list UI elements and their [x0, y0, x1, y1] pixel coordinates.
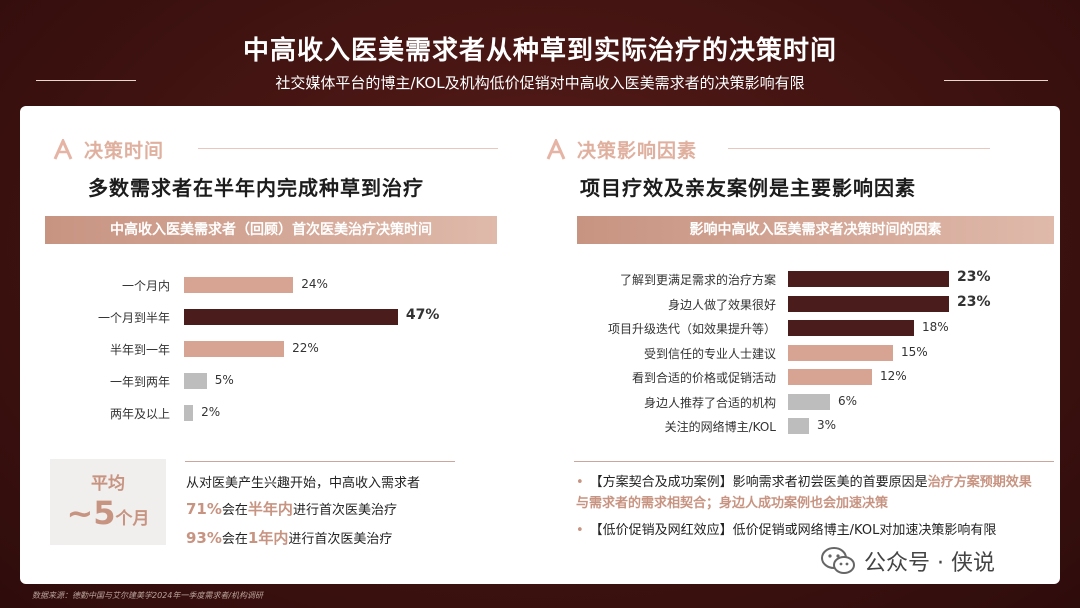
bullets-rule	[574, 461, 1054, 462]
a-logo-icon	[546, 138, 566, 160]
left-section-label: 决策时间	[84, 140, 165, 162]
bar-category-label: 了解到更满足需求的治疗方案	[619, 273, 776, 287]
bar	[788, 271, 949, 287]
watermark-text: 公众号 · 侠说	[864, 551, 995, 576]
right-section-rule	[728, 148, 990, 149]
bar	[184, 341, 285, 357]
bar	[788, 295, 949, 312]
bar-value-label: 18%	[922, 320, 949, 334]
left-section-header: 决策时间	[52, 136, 164, 163]
bar-value-label: 5%	[214, 373, 234, 387]
bar-category-label: 身边人推荐了合适的机构	[643, 395, 776, 410]
bar-value-label: 23%	[957, 269, 991, 285]
right-headline: 项目疗效及亲友案例是主要影响因素	[580, 176, 916, 200]
note-line-3: 93%会在1年内进行首次医美治疗	[186, 529, 393, 547]
bar-category-label: 一个月内	[121, 279, 170, 293]
bar-value-label: 2%	[201, 405, 221, 419]
bar	[788, 393, 830, 410]
bar-value-label: 15%	[901, 344, 928, 359]
bar	[184, 277, 294, 293]
bar-value-label: 3%	[817, 418, 837, 432]
note-pct-71: 71%	[186, 500, 222, 518]
left-headline: 多数需求者在半年内完成种草到治疗	[88, 176, 424, 200]
a-logo-icon	[53, 138, 73, 160]
bar-value-label: 22%	[292, 341, 319, 355]
bar-category-label: 关注的网络博主/KOL	[664, 420, 776, 434]
note-hl-one-year: 1年内	[247, 529, 289, 547]
bullet-dot: •	[576, 523, 584, 538]
right-section-label: 决策影响因素	[577, 140, 698, 162]
bar-value-label: 47%	[405, 307, 440, 323]
notes-rule	[185, 461, 455, 462]
page-subtitle: 社交媒体平台的博主/KOL及机构低价促销对中高收入医美需求者的决策影响有限	[275, 74, 805, 92]
bar-value-label: 6%	[838, 393, 858, 408]
bar-category-label: 项目升级迭代（如效果提升等）	[607, 322, 776, 336]
bullet-dot: •	[576, 475, 584, 490]
bar-value-label: 24%	[301, 277, 328, 291]
bullet-1: • 【方案契合及成功案例】影响需求者初尝医美的首要原因是治疗方案预期效果与需求者的…	[576, 475, 1032, 511]
bar-value-label: 12%	[880, 369, 907, 383]
bar	[184, 405, 194, 421]
header-rule-right	[944, 80, 1048, 81]
bar-category-label: 一个月到半年	[97, 311, 170, 325]
bullet-2: • 【低价促销及网红效应】低价促销或网络博主/KOL对加速决策影响有限	[576, 523, 997, 538]
average-number: ~5	[66, 494, 116, 532]
bar-category-label: 两年及以上	[109, 407, 170, 421]
right-band: 影响中高收入医美需求者决策时间的因素	[577, 216, 1054, 244]
bar	[184, 373, 207, 389]
bar	[184, 309, 398, 325]
bar	[788, 344, 893, 361]
note-hl-half-year: 半年内	[247, 500, 293, 518]
bar-category-label: 身边人做了效果很好	[667, 297, 776, 312]
wechat-icon	[821, 547, 855, 574]
right-section-header: 决策影响因素	[545, 136, 697, 163]
bullet-1-highlight: 治疗方案预期效果与需求者的需求相契合；身边人成功案例也会加速决策	[576, 475, 1032, 511]
note-line-2: 71%会在半年内进行首次医美治疗	[186, 500, 397, 518]
note-line-1: 从对医美产生兴趣开始，中高收入需求者	[186, 476, 421, 491]
left-section-rule	[198, 148, 498, 149]
bar-category-label: 受到信任的专业人士建议	[643, 346, 776, 361]
bar	[788, 418, 809, 434]
average-box: 平均 ~5个月	[50, 459, 166, 545]
bar	[788, 320, 914, 336]
page-title: 中高收入医美需求者从种草到实际治疗的决策时间	[242, 36, 837, 66]
header-rule-left	[36, 80, 136, 81]
left-band: 中高收入医美需求者（回顾）首次医美治疗决策时间	[45, 216, 497, 244]
bar-category-label: 看到合适的价格或促销活动	[631, 371, 776, 385]
bar-category-label: 一年到两年	[109, 375, 170, 389]
average-unit: 个月	[115, 509, 150, 529]
note-pct-93: 93%	[186, 529, 222, 547]
source-note: 数据来源：德勤中国与艾尔建美学2024年一季度需求者/机构调研	[32, 591, 264, 600]
bar-category-label: 半年到一年	[109, 343, 170, 357]
bar-value-label: 23%	[957, 293, 991, 310]
watermark: 公众号 · 侠说	[820, 545, 995, 577]
average-value: ~5个月	[50, 494, 166, 532]
average-label: 平均	[91, 474, 125, 494]
bar	[788, 369, 872, 385]
